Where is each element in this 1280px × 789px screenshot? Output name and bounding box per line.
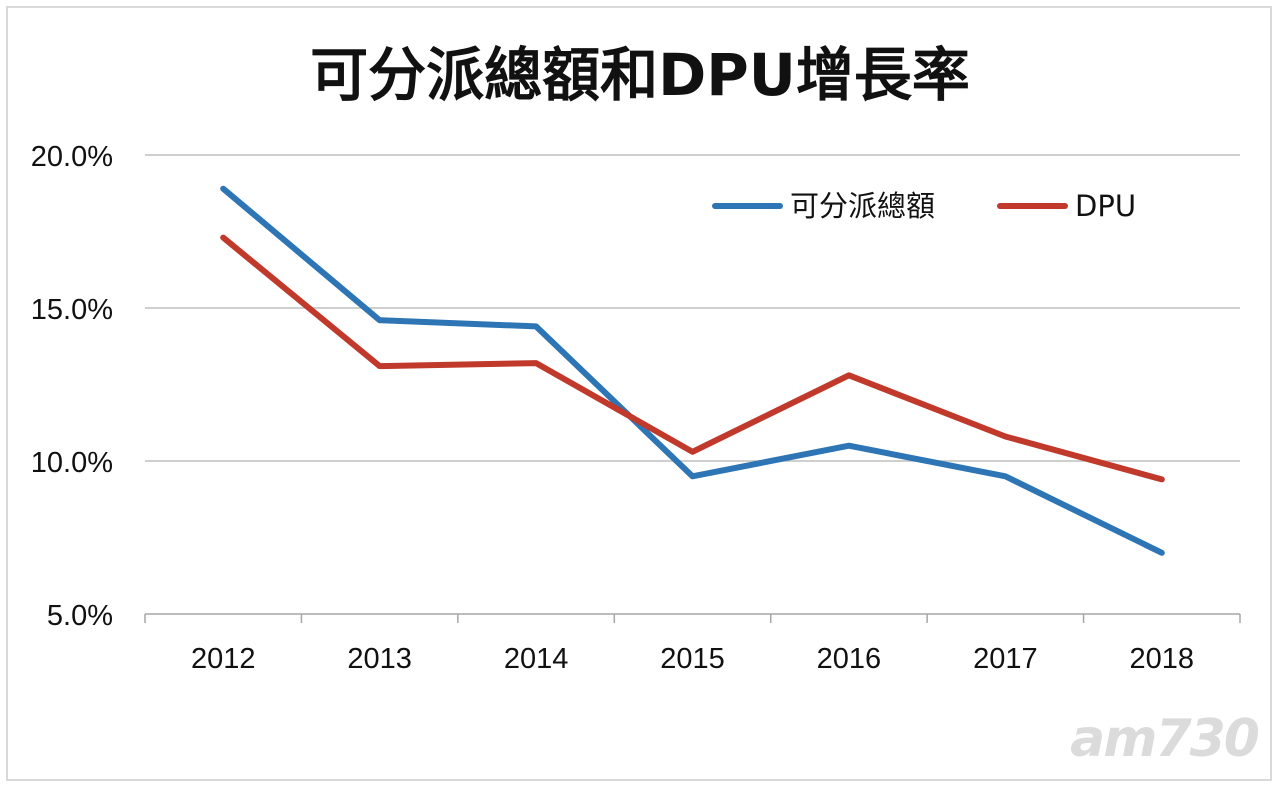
chart-frame xyxy=(6,6,1272,781)
legend-label: DPU xyxy=(1075,189,1136,223)
x-tick-label: 2015 xyxy=(660,643,725,675)
gridlines xyxy=(145,154,1240,462)
series-lines xyxy=(220,185,1165,556)
series-line-1 xyxy=(220,234,1165,483)
series-line-0 xyxy=(220,185,1165,556)
x-tick-label: 2018 xyxy=(1130,643,1195,675)
legend: 可分派總額 DPU xyxy=(712,189,1136,223)
y-tick-label: 20.0% xyxy=(31,141,113,173)
x-tick-label: 2017 xyxy=(973,643,1038,675)
legend-label: 可分派總額 xyxy=(790,189,935,223)
x-tick-labels: 2012 2013 2014 2015 2016 2017 2018 xyxy=(191,643,1194,675)
y-tick-label: 10.0% xyxy=(31,447,113,479)
x-tick-label: 2012 xyxy=(191,643,256,675)
x-tick-label: 2013 xyxy=(347,643,412,675)
x-tick-label: 2016 xyxy=(817,643,882,675)
y-tick-labels: 5.0% 10.0% 15.0% 20.0% xyxy=(31,141,113,632)
y-tick-label: 15.0% xyxy=(31,294,113,326)
watermark-logo: am730 xyxy=(1070,709,1260,769)
y-tick-label: 5.0% xyxy=(47,600,113,632)
axes xyxy=(144,613,1241,623)
chart-title: 可分派總額和DPU增長率 xyxy=(310,41,970,109)
x-tick-label: 2014 xyxy=(504,643,569,675)
